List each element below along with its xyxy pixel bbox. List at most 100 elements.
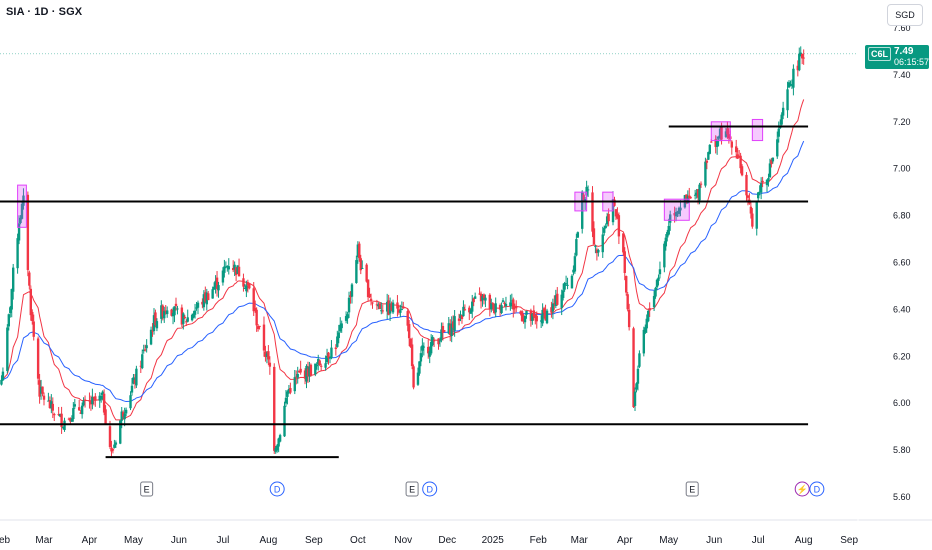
candle [319, 363, 323, 371]
candle [748, 193, 751, 205]
symbol-title[interactable]: SIA · 1D · SGX [6, 6, 83, 18]
time-tick-label: Apr [82, 535, 98, 546]
candle [736, 147, 739, 160]
candle-body [607, 214, 610, 222]
candle-body [440, 329, 443, 341]
candle-body [481, 295, 484, 301]
candle [77, 399, 81, 411]
price-tick-label: 6.80 [893, 211, 911, 221]
candle [274, 445, 277, 454]
candle-body [560, 294, 563, 308]
candle-body [211, 289, 214, 299]
candle-body [595, 249, 599, 254]
candle [689, 196, 692, 199]
candle [556, 287, 559, 306]
candle [193, 303, 197, 319]
candle-body [765, 179, 769, 186]
candle-body [139, 365, 142, 367]
candle [139, 360, 142, 373]
candle [419, 346, 423, 367]
candle [98, 392, 101, 408]
candle-body [550, 307, 553, 313]
candle-body [119, 420, 122, 444]
candle [714, 135, 717, 154]
candle-body [6, 327, 9, 371]
candle-body [437, 338, 440, 345]
price-tag-symbol: C6L [868, 47, 892, 61]
candles-group [0, 46, 805, 457]
candle-body [205, 292, 208, 305]
candle-body [9, 307, 12, 314]
candle-body [427, 346, 430, 354]
candle-body [776, 139, 779, 157]
candle-body [92, 397, 96, 399]
candle [790, 79, 794, 90]
candle [632, 326, 635, 409]
candle-body [520, 311, 524, 322]
candle-body [201, 301, 204, 305]
candle-body [340, 323, 343, 329]
candle [561, 283, 565, 301]
candle [418, 361, 421, 376]
candle [469, 308, 472, 314]
candle-body [676, 211, 679, 213]
candle [479, 291, 483, 309]
candle-body [789, 84, 792, 86]
time-tick-label: Jul [217, 535, 230, 546]
candle [205, 288, 208, 311]
candle [314, 363, 317, 377]
candle [443, 330, 446, 332]
candle-body [161, 305, 164, 317]
candle-body [267, 351, 270, 360]
candle-body [215, 277, 219, 289]
candle [431, 335, 434, 347]
candle [233, 261, 236, 277]
candle [111, 447, 115, 454]
candle-body [501, 300, 505, 302]
candle [42, 392, 46, 406]
event-marker-split: ⚡ [794, 481, 810, 497]
candle-body [32, 321, 35, 337]
candle [17, 215, 21, 245]
candle [53, 412, 56, 422]
candle [576, 231, 580, 239]
candle [781, 101, 785, 120]
currency-button[interactable]: SGD [887, 4, 923, 26]
candle [554, 289, 558, 309]
candle-body [594, 246, 597, 248]
candle [482, 293, 486, 305]
candle-body [519, 311, 522, 314]
candle [124, 407, 128, 417]
candle [165, 306, 169, 318]
candle [737, 149, 741, 158]
candle-body [387, 300, 390, 315]
candle [255, 307, 258, 332]
candle [623, 247, 626, 281]
candle-body [710, 141, 713, 143]
candle [695, 188, 698, 199]
candle-body [57, 414, 60, 416]
candle [531, 312, 534, 325]
candle [246, 279, 250, 293]
candle [227, 258, 230, 275]
candle-body [652, 295, 656, 308]
candle [633, 387, 637, 411]
candle-body [214, 280, 217, 288]
candle [299, 360, 302, 375]
candle-body [708, 144, 712, 154]
candle [406, 308, 409, 332]
candle-body [428, 351, 431, 357]
candle-body [226, 265, 229, 268]
candle [515, 300, 518, 313]
candle [676, 210, 679, 218]
candle [500, 302, 503, 315]
candle-body [730, 141, 734, 148]
candle-body [306, 368, 310, 377]
candle [207, 291, 210, 301]
candle [248, 283, 251, 290]
candle [108, 420, 112, 449]
candle-body [377, 304, 380, 307]
candle-body [286, 391, 289, 397]
